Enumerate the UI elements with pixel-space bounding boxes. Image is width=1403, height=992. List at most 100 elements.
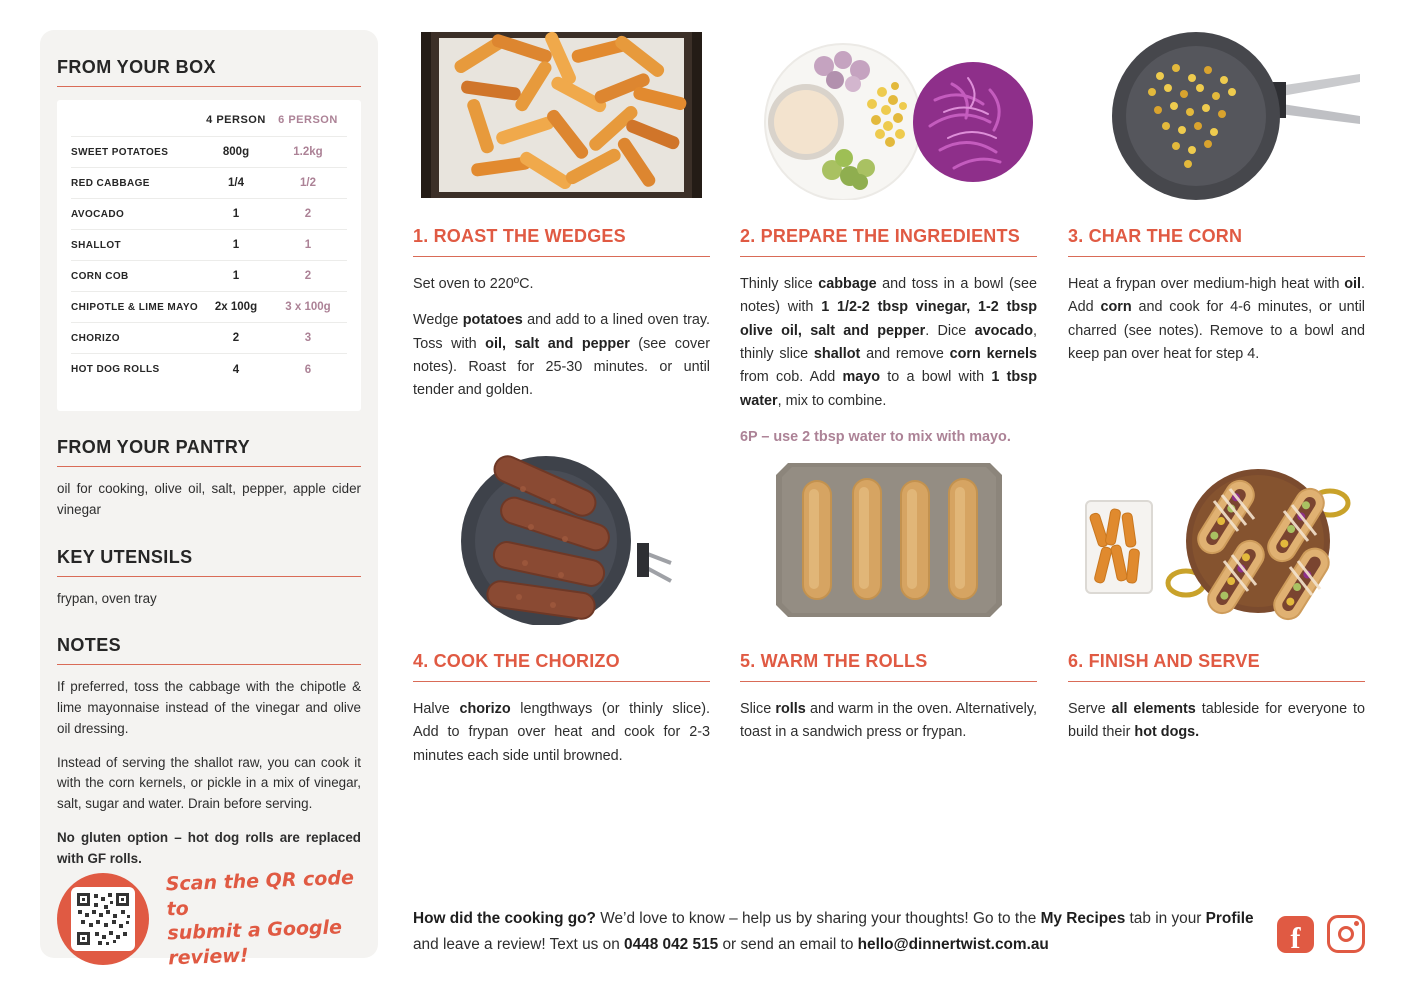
notes-title: NOTES — [57, 635, 122, 656]
divider — [740, 256, 1037, 257]
text-segment: oil — [1344, 276, 1361, 292]
table-row: RED CABBAGE 1/4 1/2 — [71, 168, 347, 199]
step-body: Set oven to 220ºC. Wedge potatoes and add… — [413, 273, 710, 403]
step-1-roast-the-wedges: 1. ROAST THE WEDGES Set oven to 220ºC. We… — [413, 30, 710, 416]
text-segment: We’d love to know – help us by sharing y… — [595, 910, 1041, 927]
utensil-items: frypan, oven tray — [57, 590, 157, 606]
divider — [57, 466, 361, 467]
qty-6-person: 3 x 100g — [285, 301, 331, 313]
text-segment: , mix to combine. — [777, 392, 887, 409]
social-links: f — [1277, 915, 1365, 953]
footer-text: How did the cooking go? We’d love to kno… — [413, 906, 1261, 958]
qty-4-person: 2x 100g — [214, 301, 258, 313]
text-segment: . Add — [1068, 276, 1365, 316]
text-segment: Serve — [1068, 701, 1112, 717]
step-body: Slice rolls and warm in the oven. Altern… — [740, 698, 1037, 745]
text-segment: all elements — [1111, 701, 1196, 717]
from-your-box-title: FROM YOUR BOX — [57, 57, 216, 77]
text-segment: and add to a lined oven tray. Toss with — [413, 312, 710, 352]
qty-4-person: 1 — [232, 270, 240, 282]
step-title: 1. ROAST THE WEDGES — [413, 226, 626, 246]
text-segment: or send an email to — [718, 935, 858, 953]
divider — [1068, 681, 1365, 682]
notes-paragraph: If preferred, toss the cabbage with the … — [57, 679, 361, 736]
qty-6-person: 1/2 — [300, 177, 316, 189]
qty-6-person: 1 — [304, 239, 312, 251]
instagram-lens — [1338, 926, 1354, 942]
text-segment: Profile — [1205, 910, 1254, 927]
step-3-char-the-corn: 3. CHAR THE CORN Heat a frypan over medi… — [1068, 30, 1365, 379]
table-row: SWEET POTATOES 800g 1.2kg — [71, 137, 347, 168]
qty-4-person: 4 — [232, 363, 240, 376]
text-segment: Halve — [413, 701, 460, 717]
key-utensils-title: KEY UTENSILS — [57, 546, 193, 567]
step-title: 3. CHAR THE CORN — [1068, 226, 1243, 246]
qty-4-person: 1 — [232, 239, 240, 251]
divider — [1068, 256, 1365, 257]
ingredients-table: 4 PERSON 6 PERSON SWEET POTATOES 800g 1.2k… — [57, 100, 361, 411]
review-caption: Scan the QR code to submit a Google revi… — [165, 866, 362, 971]
table-row: AVOCADO 1 2 — [71, 199, 347, 230]
step-4-cook-the-chorizo: 4. COOK THE CHORIZO Halve chorizo length… — [413, 455, 710, 781]
chorizo-photo-illustration — [413, 455, 710, 625]
text-segment: potatoes — [462, 312, 523, 329]
text-segment: hot dogs. — [1134, 724, 1200, 741]
ingredient-name: RED CABBAGE — [71, 177, 150, 189]
table-row: CHORIZO 2 3 — [71, 323, 347, 354]
text-segment: from cob. Add — [740, 369, 843, 386]
ingredient-name: SWEET POTATOES — [71, 146, 169, 158]
step-title: 5. WARM THE ROLLS — [740, 651, 928, 671]
ingredient-name: CHORIZO — [71, 332, 120, 344]
photo-roasted-wedges — [413, 30, 710, 200]
text-segment: corn — [1100, 299, 1132, 316]
step-body: Thinly slice cabbage and toss in a bowl … — [740, 273, 1037, 449]
ingredient-name: AVOCADO — [71, 208, 125, 220]
ingredient-name: HOT DOG ROLLS — [71, 364, 160, 375]
divider — [740, 681, 1037, 682]
text-segment: and toss in a bowl (see notes) with — [740, 276, 1037, 316]
divider — [57, 86, 361, 87]
qty-6-person: 2 — [304, 208, 312, 220]
ingredient-name: CHIPOTLE & LIME MAYO — [71, 301, 199, 313]
table-row: HOT DOG ROLLS 4 6 — [71, 354, 347, 385]
text-segment: tab in your — [1125, 910, 1206, 927]
step-paragraph: Wedge potatoes and add to a lined oven t… — [413, 309, 710, 402]
table-row: SHALLOT 1 1 — [71, 230, 347, 261]
phone-link[interactable]: 0448 042 515 — [624, 935, 719, 953]
text-segment: 1 1/2-2 tbsp vinegar, 1-2 tbsp olive oil… — [740, 299, 1037, 339]
email-link[interactable]: hello@dinnertwist.com.au — [857, 935, 1049, 953]
qty-4-person: 1/4 — [228, 177, 244, 189]
divider — [413, 256, 710, 257]
text-segment: Wedge — [413, 312, 463, 329]
step-5-warm-the-rolls: 5. WARM THE ROLLS Slice rolls and warm i… — [740, 455, 1037, 758]
ingredients-table-header: 4 PERSON 6 PERSON — [71, 104, 347, 137]
photo-prepared-ingredients — [740, 30, 1037, 200]
qty-6-person: 3 — [304, 332, 312, 344]
text-segment: and remove — [860, 345, 950, 362]
serve-photo-illustration — [1068, 455, 1365, 625]
review-caption-line1: Scan the QR code to — [165, 867, 355, 921]
ingredients-photo-illustration — [740, 30, 1037, 200]
text-segment: How did the cooking go? — [413, 910, 596, 927]
rolls-photo-illustration — [740, 455, 1037, 625]
divider — [57, 575, 361, 577]
pantry-items: oil for cooking, olive oil, salt, pepper… — [57, 481, 361, 517]
corn-pan-photo-illustration — [1068, 30, 1365, 200]
text-segment: shallot — [813, 345, 861, 362]
qty-4-person: 1 — [232, 208, 240, 220]
text-segment: Set oven to 220ºC. — [413, 276, 534, 292]
col-header-6-person: 6 PERSON — [278, 114, 338, 126]
sidebar-panel: FROM YOUR BOX 4 PERSON 6 PERSON SWEET PO… — [40, 30, 378, 970]
text-segment: rolls — [775, 701, 806, 717]
instagram-icon[interactable] — [1327, 915, 1365, 953]
facebook-icon[interactable]: f — [1277, 915, 1314, 953]
notes-paragraphs: If preferred, toss the cabbage with the … — [57, 677, 361, 869]
text-segment: , thinly slice — [740, 322, 1037, 362]
qr-code — [71, 886, 135, 951]
text-segment: corn kernels — [949, 345, 1037, 362]
qty-6-person: 6 — [304, 363, 312, 376]
text-segment: Thinly slice — [740, 276, 819, 292]
step-paragraph: Halve chorizo lengthways (or thinly slic… — [413, 698, 710, 768]
divider — [57, 664, 361, 666]
step-paragraph: Serve all elements tableside for everyon… — [1068, 698, 1365, 745]
